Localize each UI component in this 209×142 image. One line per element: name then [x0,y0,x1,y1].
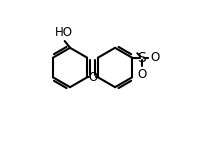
Text: O: O [88,71,97,84]
Text: HO: HO [55,26,73,39]
Text: S: S [137,51,146,65]
Text: O: O [150,51,160,64]
Text: O: O [137,68,146,81]
